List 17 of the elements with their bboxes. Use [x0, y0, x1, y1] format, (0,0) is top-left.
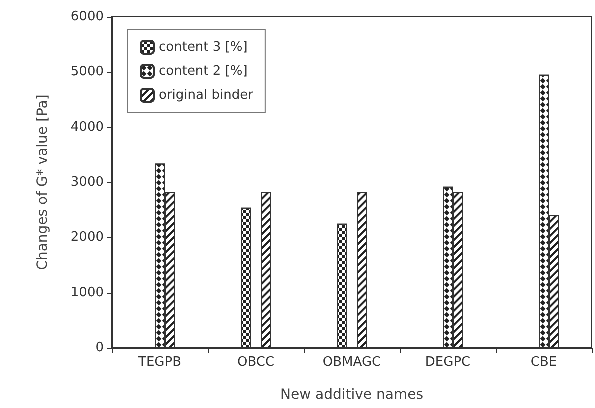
x-tick-label: CBE	[530, 355, 558, 370]
y-tick-label: 1000	[70, 285, 104, 300]
x-tick-label: DEGPC	[425, 355, 471, 370]
y-tick-label: 0	[96, 340, 104, 356]
y-axis-title: Changes of G* value [Pa]	[35, 94, 51, 270]
x-axis-title: New additive names	[280, 387, 424, 403]
y-tick-label: 2000	[70, 230, 104, 246]
y-tick-label: 6000	[70, 10, 104, 24]
x-tick-label: OBMAGC	[322, 355, 382, 370]
x-tick-label: TEGPB	[138, 355, 182, 370]
legend-label: content 2 [%]	[159, 64, 248, 79]
x-tick-label: OBCC	[237, 355, 275, 370]
y-tick-label: 4000	[70, 120, 104, 135]
legend-label: content 3 [%]	[159, 40, 248, 55]
y-tick-label: 3000	[70, 175, 104, 190]
y-tick-label: 5000	[70, 64, 104, 80]
legend-label: original binder	[159, 88, 254, 103]
